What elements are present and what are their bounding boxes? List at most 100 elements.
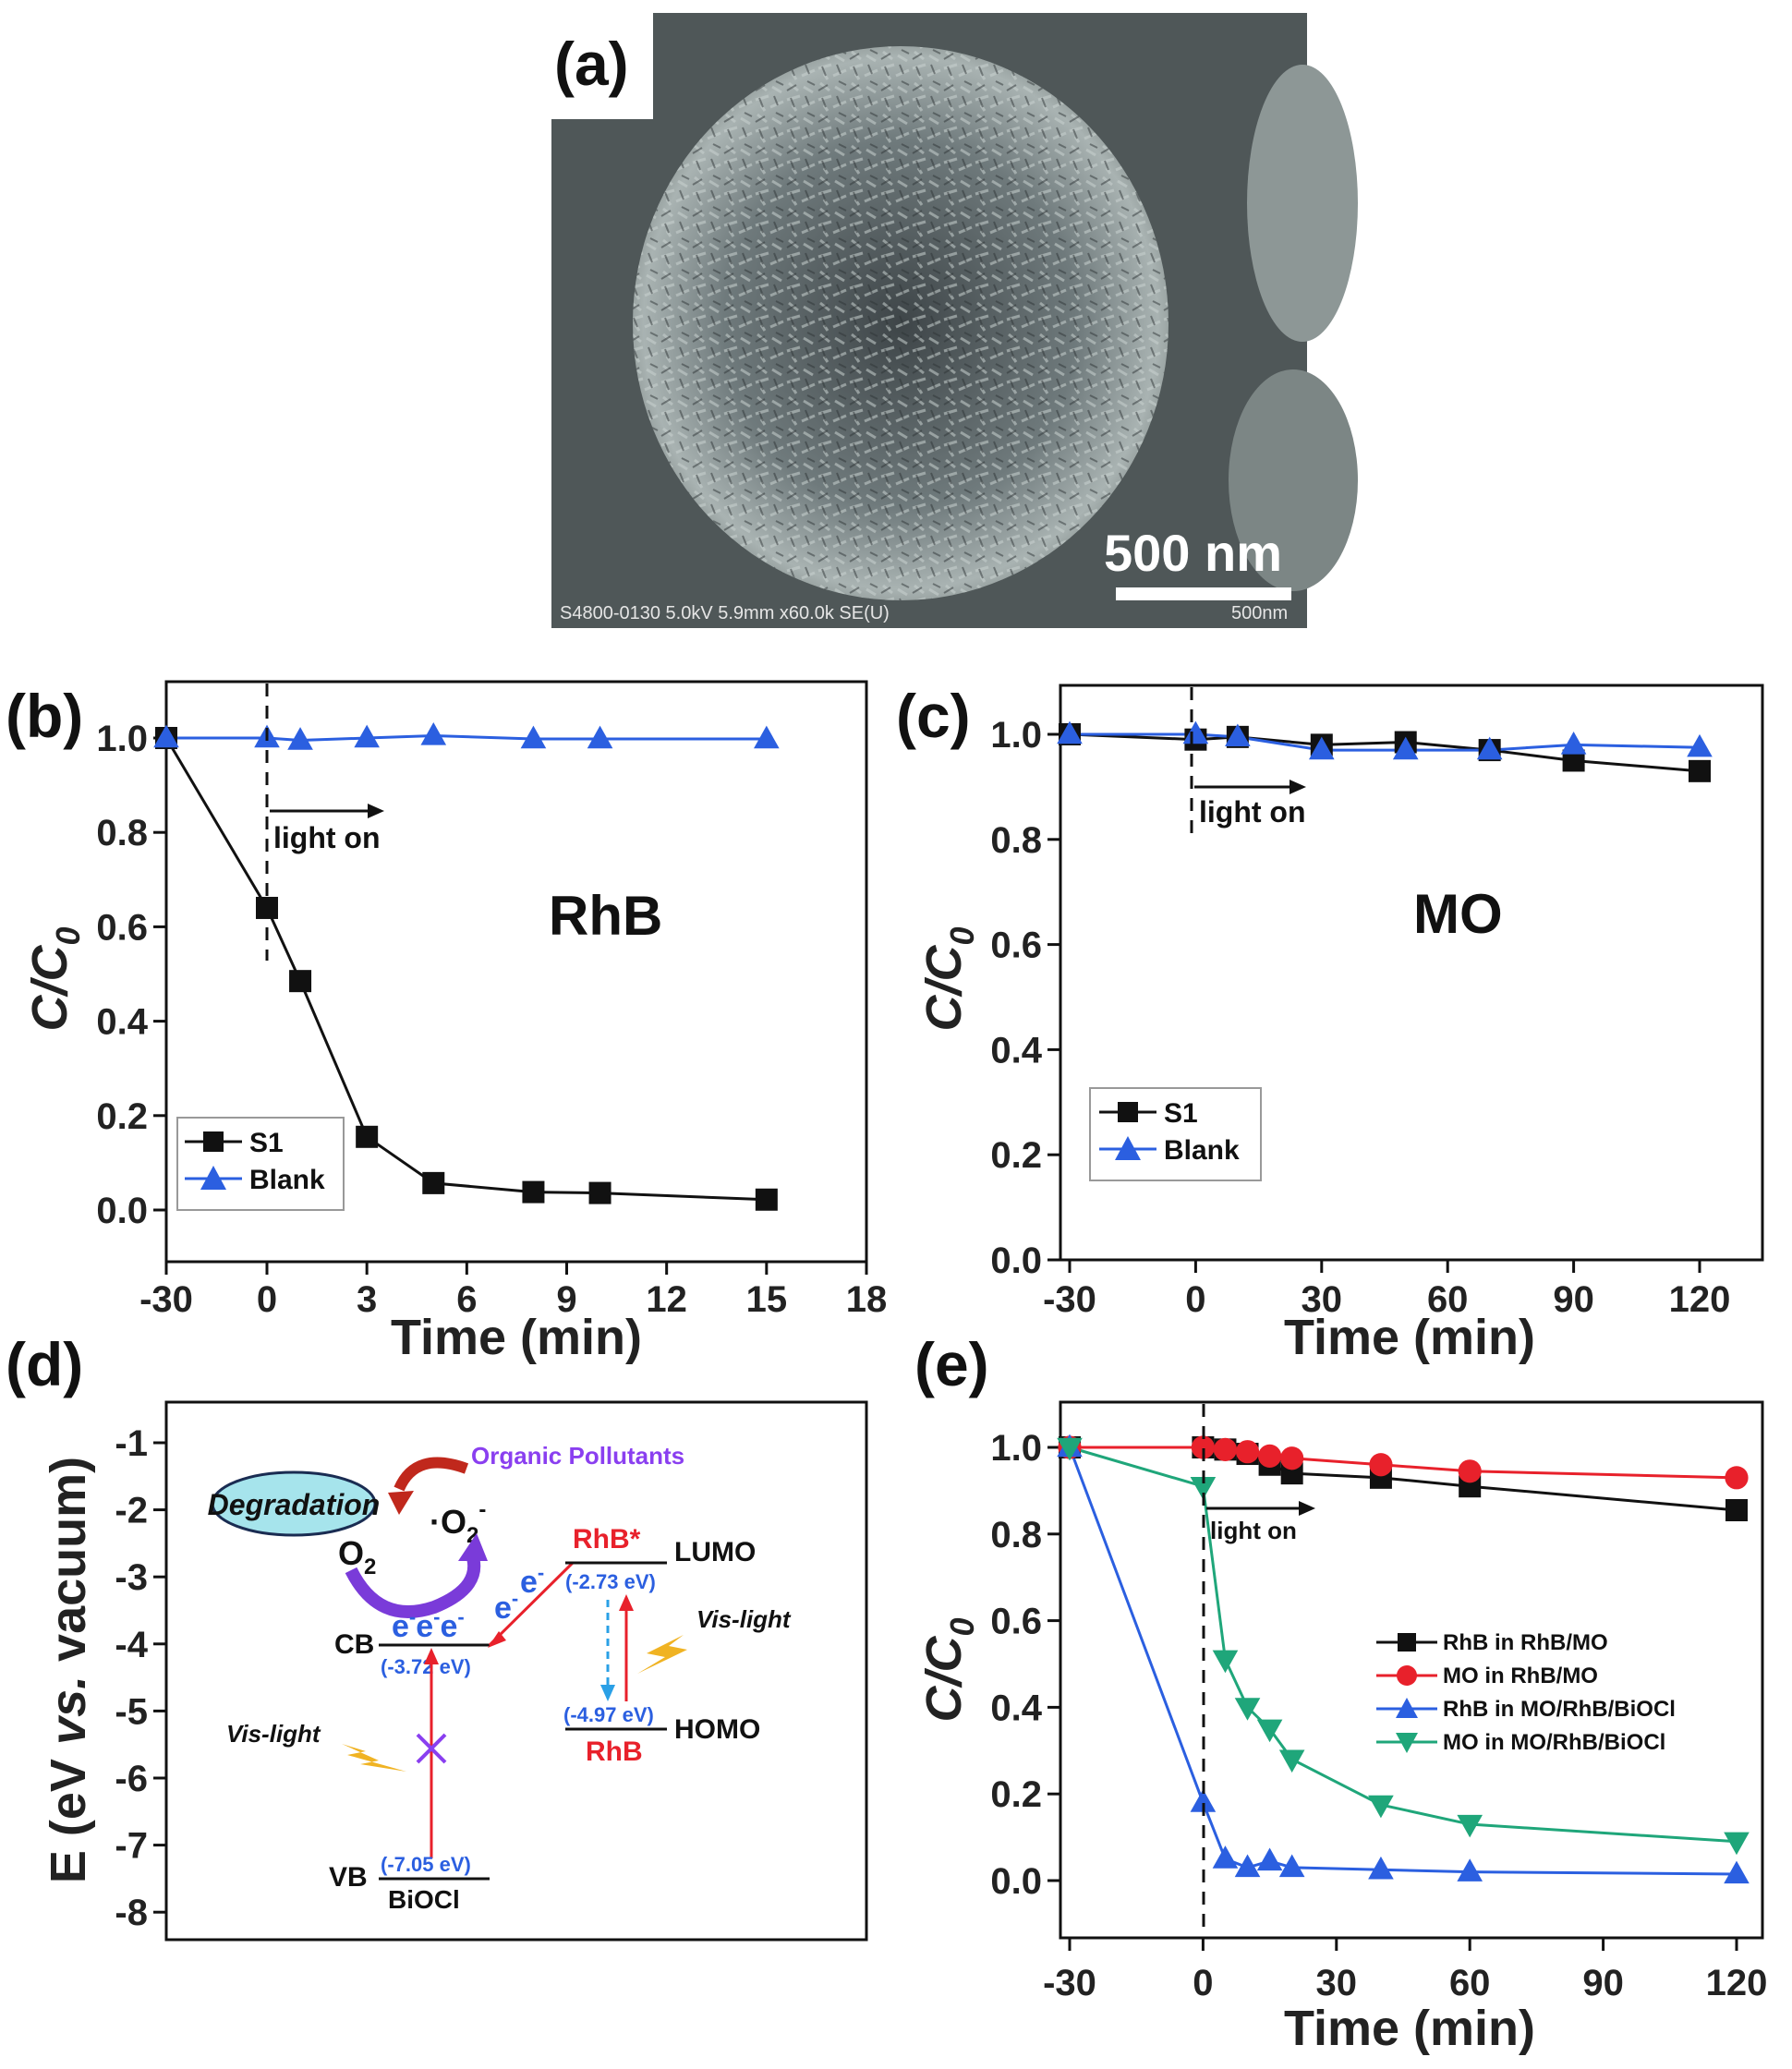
x-tick-label-e: 60 xyxy=(1449,1963,1491,2003)
y-tick-label-e: 0.4 xyxy=(990,1688,1042,1728)
data-point-b-1 xyxy=(287,727,313,750)
y-tick-label-b: 0.6 xyxy=(96,907,148,948)
y-tick-label-c: 0.8 xyxy=(990,820,1042,861)
data-point-c-1 xyxy=(1225,723,1251,747)
transfer-electron-2: e- xyxy=(520,1561,544,1600)
cb-electron-sup-1: - xyxy=(409,1605,416,1628)
red-curved-arrowhead xyxy=(388,1491,414,1515)
y-tick-label-b: 1.0 xyxy=(96,719,148,759)
data-point-b-1 xyxy=(754,725,780,749)
organic-pollutants-label: Organic Pollutants xyxy=(471,1442,684,1470)
cb-label: CB xyxy=(334,1629,374,1660)
y-axis-label-d-vs: vs. xyxy=(41,1676,96,1745)
electron-transfer-arrowhead xyxy=(488,1631,506,1648)
y-axis-label-b: C/C0 xyxy=(22,926,87,1031)
sem-scale-text: 500 nm xyxy=(1104,524,1282,582)
cross-mark-2 xyxy=(416,1733,447,1764)
sem-microsphere-texture xyxy=(633,46,1168,600)
bioci-excitation-arrowhead xyxy=(424,1648,439,1664)
data-point-b-1 xyxy=(354,724,380,748)
x-tick-label-b: -30 xyxy=(139,1279,193,1320)
transfer-electron-2-sup: - xyxy=(538,1561,544,1584)
y-axis-label-e-sub: 0 xyxy=(943,1617,981,1636)
purple-curved-arrowhead xyxy=(458,1533,488,1561)
legend-label-s1-b: S1 xyxy=(249,1128,284,1158)
data-point-b-0 xyxy=(755,1188,778,1211)
series-line-e-1 xyxy=(1070,1446,1738,1480)
marks-e xyxy=(1057,1434,1750,1884)
series-line-c-0 xyxy=(1069,732,1701,773)
x-tick-label-c: -30 xyxy=(1043,1279,1096,1320)
legend-marker-rhb-rhbmo xyxy=(1398,1633,1416,1652)
sem-info-scale: 500nm xyxy=(1231,603,1288,623)
legend-label-mo-morhbbiocl: MO in MO/RhB/BiOCl xyxy=(1443,1730,1665,1755)
y-axis-label-d-part3: vacuum) xyxy=(41,1457,96,1676)
y-tick-label-d: -4 xyxy=(115,1625,148,1665)
data-point-e-2 xyxy=(1256,1847,1283,1871)
x-tick-label-e: 30 xyxy=(1316,1963,1358,2003)
x-axis-label-c: Time (min) xyxy=(1284,1310,1535,1365)
transfer-electron: e- xyxy=(494,1587,518,1626)
plot-frame-d xyxy=(164,1400,868,1942)
data-point-e-1 xyxy=(1369,1453,1393,1477)
light-on-label-b: light on xyxy=(273,821,381,854)
data-point-c-1 xyxy=(1687,733,1713,757)
data-point-c-1 xyxy=(1476,736,1503,760)
y-axis-label-e: C/C0 xyxy=(916,1617,981,1722)
legend-marker-mo-rhbmo xyxy=(1397,1665,1417,1686)
y-tick-label-d: -3 xyxy=(115,1557,148,1598)
data-point-e-1 xyxy=(1213,1437,1238,1461)
axes-d: -1 -2 -3 -4 -5 -6 -7 -8 xyxy=(115,1423,166,1933)
light-on-arrowhead-c xyxy=(1290,780,1306,794)
plot-frame-b xyxy=(164,680,868,1264)
x-tick-label-b: 18 xyxy=(846,1279,888,1320)
data-point-e-3 xyxy=(1234,1698,1261,1721)
panel-label-b: (b) xyxy=(6,682,83,750)
data-point-b-0 xyxy=(522,1180,545,1204)
y-tick-label-b: 0.8 xyxy=(96,813,148,853)
x-tick-label-b: 6 xyxy=(456,1279,477,1320)
y-tick-label-b: 0.4 xyxy=(96,1002,148,1043)
legend-marker-s1-b xyxy=(203,1131,224,1152)
marks-b xyxy=(153,722,780,1211)
data-point-b-0 xyxy=(588,1181,611,1204)
cb-electron-sup-3: - xyxy=(457,1605,464,1628)
lumo-energy: (-2.73 eV) xyxy=(565,1570,656,1593)
light-on-arrowhead-b xyxy=(368,804,384,818)
electron-transfer-line xyxy=(488,1561,575,1647)
data-point-c-0 xyxy=(1689,759,1711,782)
light-on-label-c: light on xyxy=(1199,795,1306,829)
cb-energy: (-3.72 eV) xyxy=(381,1655,471,1678)
x-axis-label-e: Time (min) xyxy=(1284,2001,1535,2056)
y-axis-label-b-sub: 0 xyxy=(49,926,87,945)
excitation-arrowhead-rhb xyxy=(619,1594,634,1611)
degradation-label: Degradation xyxy=(208,1488,381,1521)
x-tick-label-b: 12 xyxy=(646,1279,687,1320)
data-point-e-3 xyxy=(1057,1437,1083,1461)
data-point-b-1 xyxy=(153,724,179,748)
data-point-e-1 xyxy=(1258,1444,1282,1468)
vb-label: VB xyxy=(329,1862,368,1893)
panel-label-e: (e) xyxy=(914,1330,989,1398)
degradation-ellipse xyxy=(211,1470,377,1537)
series-line-e-0 xyxy=(1070,1446,1738,1512)
data-point-b-0 xyxy=(422,1171,445,1194)
red-curved-arrow xyxy=(394,1457,469,1492)
homo-label: HOMO xyxy=(674,1714,760,1745)
light-on-label-e: light on xyxy=(1210,1517,1297,1544)
data-point-b-1 xyxy=(520,725,547,749)
data-point-e-1 xyxy=(1235,1440,1260,1464)
data-point-e-2 xyxy=(1368,1856,1394,1880)
lightning-icon-bioci xyxy=(342,1744,406,1772)
transfer-electron-sup: - xyxy=(512,1587,518,1610)
x-tick-label-e: 0 xyxy=(1193,1963,1213,2003)
data-point-e-2 xyxy=(1457,1858,1483,1881)
x-tick-label-b: 0 xyxy=(257,1279,277,1320)
legend-b: S1 Blank xyxy=(176,1117,345,1211)
superoxide-main: ·O xyxy=(430,1503,466,1541)
data-point-e-3 xyxy=(1457,1814,1483,1838)
data-point-e-3 xyxy=(1368,1795,1394,1819)
y-tick-label-d: -6 xyxy=(115,1759,148,1799)
data-point-c-1 xyxy=(1309,736,1335,760)
